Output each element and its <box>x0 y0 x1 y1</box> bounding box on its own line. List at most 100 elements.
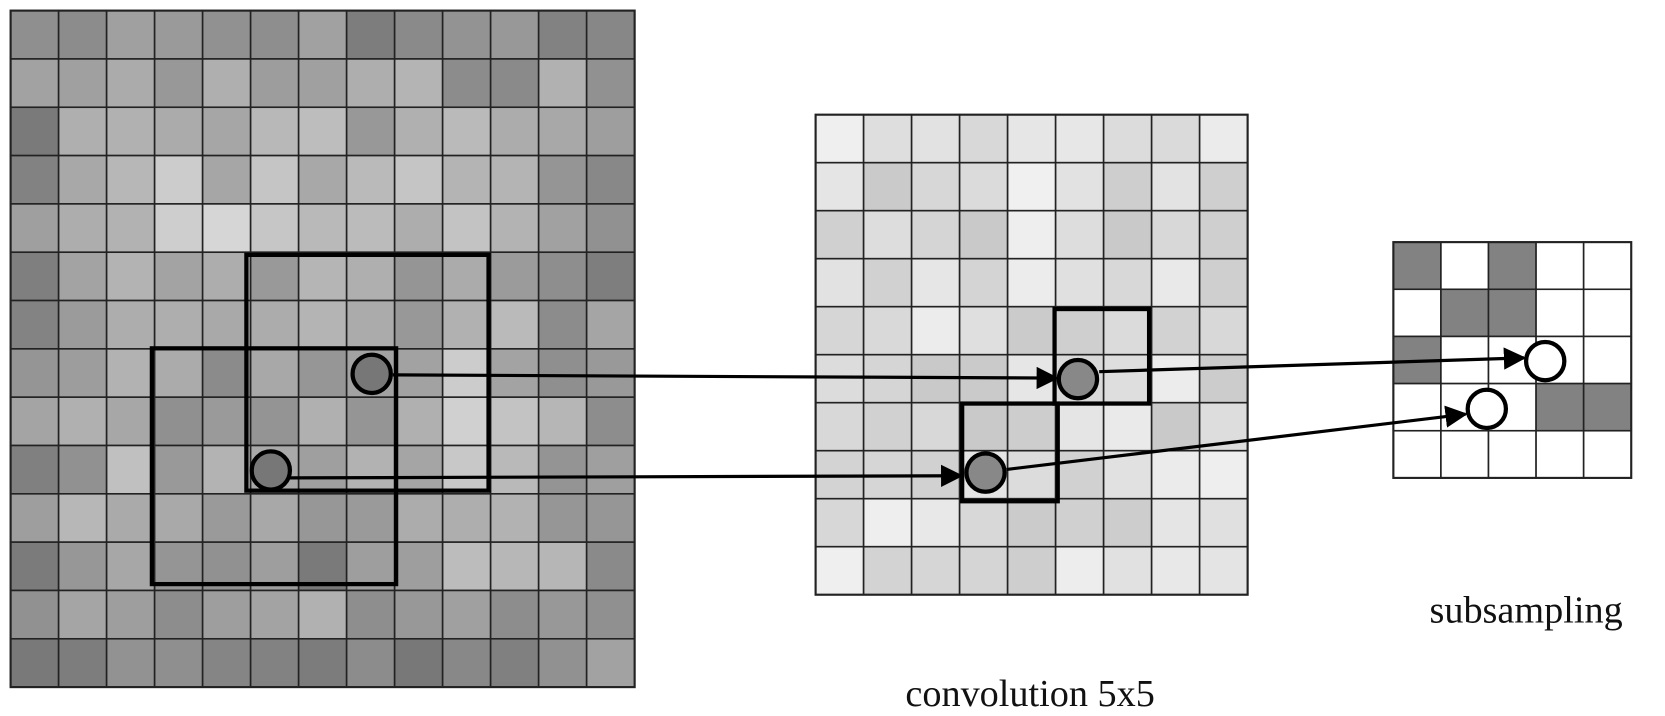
cell <box>107 11 155 59</box>
cell <box>203 11 251 59</box>
point <box>1468 390 1506 428</box>
cell <box>960 307 1008 355</box>
cell <box>395 446 443 494</box>
cell <box>539 11 587 59</box>
cell <box>59 590 107 638</box>
cell <box>443 639 491 687</box>
cell <box>864 499 912 547</box>
cell <box>11 397 59 445</box>
cell <box>395 301 443 349</box>
cell <box>107 542 155 590</box>
cell <box>816 355 864 403</box>
cell <box>203 590 251 638</box>
cell <box>491 590 539 638</box>
cell <box>299 252 347 300</box>
cell <box>299 639 347 687</box>
cell <box>1584 336 1632 383</box>
cell <box>251 204 299 252</box>
cell <box>107 397 155 445</box>
cell <box>491 107 539 155</box>
cell <box>347 204 395 252</box>
point <box>1059 360 1097 398</box>
cell <box>912 499 960 547</box>
cell <box>395 397 443 445</box>
cell <box>155 107 203 155</box>
cell <box>1200 451 1248 499</box>
cell <box>539 107 587 155</box>
cell <box>59 349 107 397</box>
cell <box>251 397 299 445</box>
cell <box>1152 547 1200 595</box>
cell <box>11 542 59 590</box>
cell <box>347 446 395 494</box>
cell <box>912 403 960 451</box>
cell <box>491 639 539 687</box>
cell <box>1008 307 1056 355</box>
cell <box>251 349 299 397</box>
cell <box>1008 259 1056 307</box>
cell <box>491 156 539 204</box>
cell <box>347 590 395 638</box>
cell <box>155 349 203 397</box>
cell <box>1393 242 1441 289</box>
cell <box>299 59 347 107</box>
diagram-body: convolution 5x5 subsampling <box>11 11 1632 716</box>
cell <box>1152 115 1200 163</box>
cell <box>347 59 395 107</box>
cell <box>11 204 59 252</box>
cell <box>1441 242 1489 289</box>
cell <box>539 590 587 638</box>
cell <box>1441 289 1489 336</box>
cell <box>203 301 251 349</box>
cell <box>155 590 203 638</box>
cell <box>155 156 203 204</box>
cell <box>347 301 395 349</box>
cell <box>251 639 299 687</box>
cell <box>1200 499 1248 547</box>
cell <box>1104 403 1152 451</box>
cell <box>1200 307 1248 355</box>
cell <box>1152 403 1200 451</box>
cell <box>912 115 960 163</box>
cell <box>107 590 155 638</box>
cell <box>347 252 395 300</box>
cell <box>587 639 635 687</box>
cell <box>251 11 299 59</box>
cell <box>960 499 1008 547</box>
cell <box>443 590 491 638</box>
cell <box>912 307 960 355</box>
cell <box>251 590 299 638</box>
cell <box>395 252 443 300</box>
cell <box>539 542 587 590</box>
cell <box>1056 307 1104 355</box>
cell <box>347 397 395 445</box>
cell <box>1393 384 1441 431</box>
cell <box>539 639 587 687</box>
point <box>252 451 290 489</box>
cell <box>395 494 443 542</box>
cell <box>11 349 59 397</box>
cell <box>539 204 587 252</box>
cell <box>299 301 347 349</box>
cell <box>11 446 59 494</box>
cell <box>1152 259 1200 307</box>
cell <box>816 403 864 451</box>
cell <box>59 156 107 204</box>
cell <box>587 59 635 107</box>
cell <box>491 11 539 59</box>
cell <box>107 252 155 300</box>
cell <box>1104 307 1152 355</box>
cell <box>1152 451 1200 499</box>
cell <box>1104 115 1152 163</box>
cell <box>491 494 539 542</box>
cell <box>299 349 347 397</box>
cell <box>491 349 539 397</box>
cell <box>443 542 491 590</box>
cell <box>155 59 203 107</box>
cell <box>1056 211 1104 259</box>
point <box>353 355 391 393</box>
cell <box>11 301 59 349</box>
cell <box>203 397 251 445</box>
cell <box>960 211 1008 259</box>
cell <box>1584 289 1632 336</box>
